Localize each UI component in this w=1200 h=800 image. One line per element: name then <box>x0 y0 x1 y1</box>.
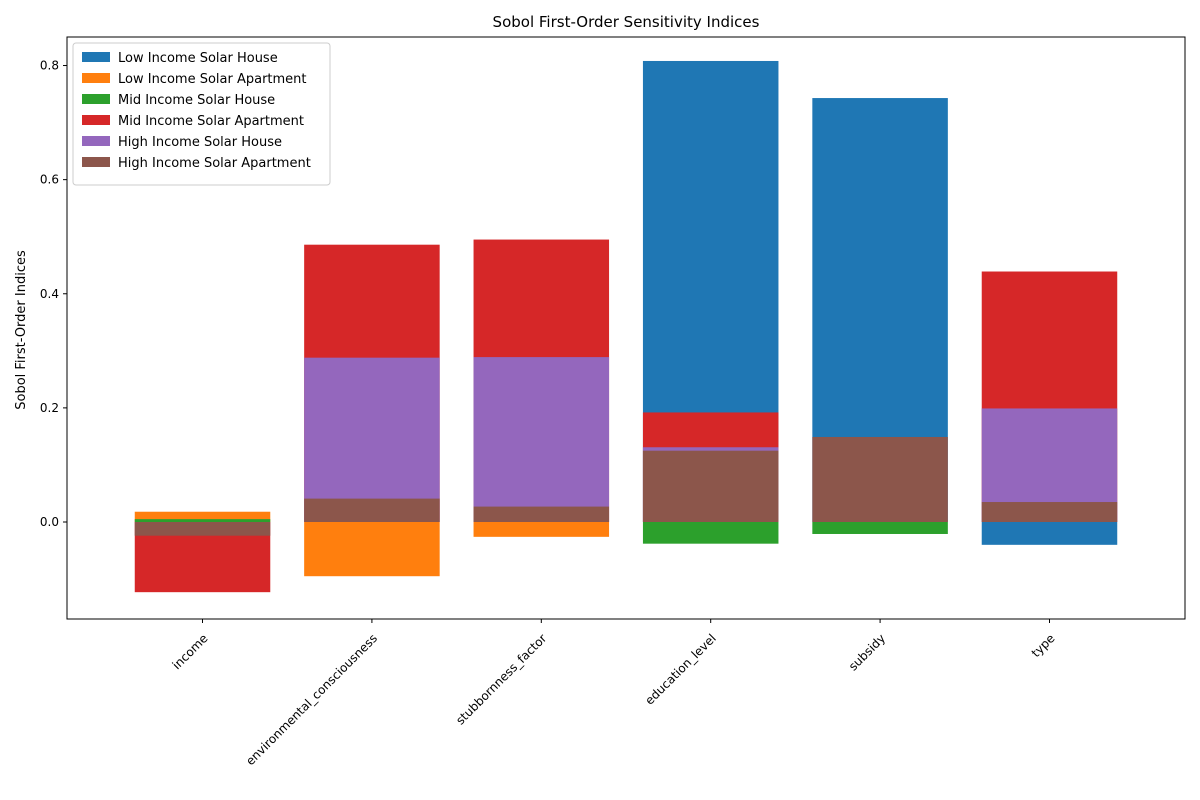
bar-6-income <box>134 522 271 536</box>
y-tick-label: 0.4 <box>40 287 59 301</box>
legend-swatch <box>82 52 110 62</box>
legend-swatch <box>82 73 110 83</box>
y-tick-label: 0.2 <box>40 401 59 415</box>
bars-layer <box>134 60 1118 593</box>
y-tick-label: 0.0 <box>40 515 59 529</box>
bar-6-education_level <box>642 450 779 522</box>
plot-frame <box>66 36 1186 620</box>
legend-label: Mid Income Solar House <box>118 93 275 108</box>
bar-6-type <box>981 502 1118 522</box>
legend-swatch <box>82 115 110 125</box>
legend-box <box>72 42 331 186</box>
y-tick-label: 0.8 <box>40 59 59 73</box>
legend: Low Income Solar House Low Income Solar A… <box>72 42 331 186</box>
bar-3-subsidy <box>812 522 948 534</box>
bar-5-environmental_consciousness <box>304 357 440 522</box>
bar-1-type <box>981 522 1118 545</box>
y-tick-label: 0.6 <box>40 173 59 187</box>
bar-2-environmental_consciousness <box>304 522 440 577</box>
legend-swatch <box>82 94 110 104</box>
bar-2-income <box>134 511 271 522</box>
bar-3-education_level <box>642 522 779 544</box>
x-tick-label: subsidy <box>846 631 888 673</box>
legend-swatch <box>82 157 110 167</box>
bar-6-stubbornness_factor <box>473 506 610 522</box>
bar-5-stubbornness_factor <box>473 357 610 522</box>
x-tick-label: stubbornness_factor <box>453 631 549 727</box>
legend-label: High Income Solar House <box>118 135 282 150</box>
legend-swatch <box>82 136 110 146</box>
x-tick-label: education_level <box>642 631 718 707</box>
bar-3-income <box>134 519 271 522</box>
y-axis-label: Sobol First-Order Indices <box>14 250 29 410</box>
legend-label: High Income Solar Apartment <box>118 156 311 171</box>
bar-6-subsidy <box>812 436 948 522</box>
x-tick-label: type <box>1029 631 1058 660</box>
x-tick-label: income <box>170 631 211 672</box>
legend-label: Low Income Solar House <box>118 51 278 66</box>
legend-label: Low Income Solar Apartment <box>118 72 307 87</box>
chart-title: Sobol First-Order Sensitivity Indices <box>493 13 760 31</box>
bar-2-stubbornness_factor <box>473 522 610 537</box>
legend-label: Mid Income Solar Apartment <box>118 114 304 129</box>
bar-6-environmental_consciousness <box>304 498 440 522</box>
x-tick-label: environmental_consciousness <box>243 631 380 768</box>
